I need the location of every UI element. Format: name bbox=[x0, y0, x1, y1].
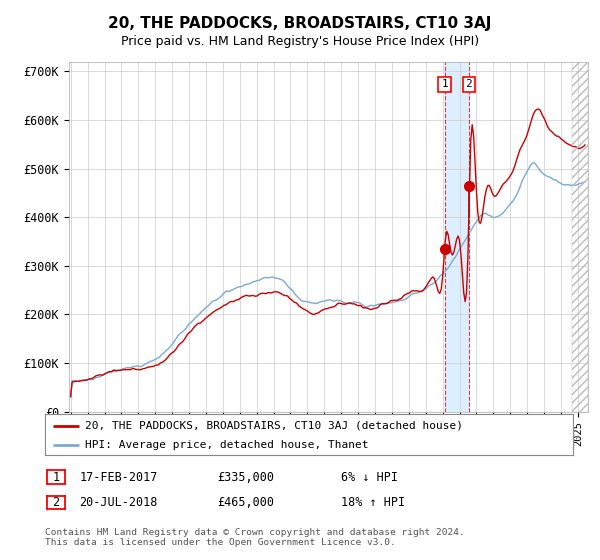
Text: 2: 2 bbox=[52, 496, 59, 509]
Text: 1: 1 bbox=[52, 470, 59, 484]
Text: £335,000: £335,000 bbox=[217, 470, 274, 484]
Text: £465,000: £465,000 bbox=[217, 496, 274, 509]
Text: Contains HM Land Registry data © Crown copyright and database right 2024.
This d: Contains HM Land Registry data © Crown c… bbox=[45, 528, 465, 547]
Text: 20, THE PADDOCKS, BROADSTAIRS, CT10 3AJ (detached house): 20, THE PADDOCKS, BROADSTAIRS, CT10 3AJ … bbox=[85, 421, 463, 431]
Text: 2: 2 bbox=[466, 80, 472, 90]
Text: HPI: Average price, detached house, Thanet: HPI: Average price, detached house, Than… bbox=[85, 440, 368, 450]
Text: 17-FEB-2017: 17-FEB-2017 bbox=[79, 470, 158, 484]
Text: Price paid vs. HM Land Registry's House Price Index (HPI): Price paid vs. HM Land Registry's House … bbox=[121, 35, 479, 48]
Text: 1: 1 bbox=[441, 80, 448, 90]
Text: 20, THE PADDOCKS, BROADSTAIRS, CT10 3AJ: 20, THE PADDOCKS, BROADSTAIRS, CT10 3AJ bbox=[109, 16, 491, 31]
Text: 18% ↑ HPI: 18% ↑ HPI bbox=[341, 496, 405, 509]
Text: 6% ↓ HPI: 6% ↓ HPI bbox=[341, 470, 398, 484]
Text: 20-JUL-2018: 20-JUL-2018 bbox=[79, 496, 158, 509]
Bar bbox=[445, 62, 469, 412]
